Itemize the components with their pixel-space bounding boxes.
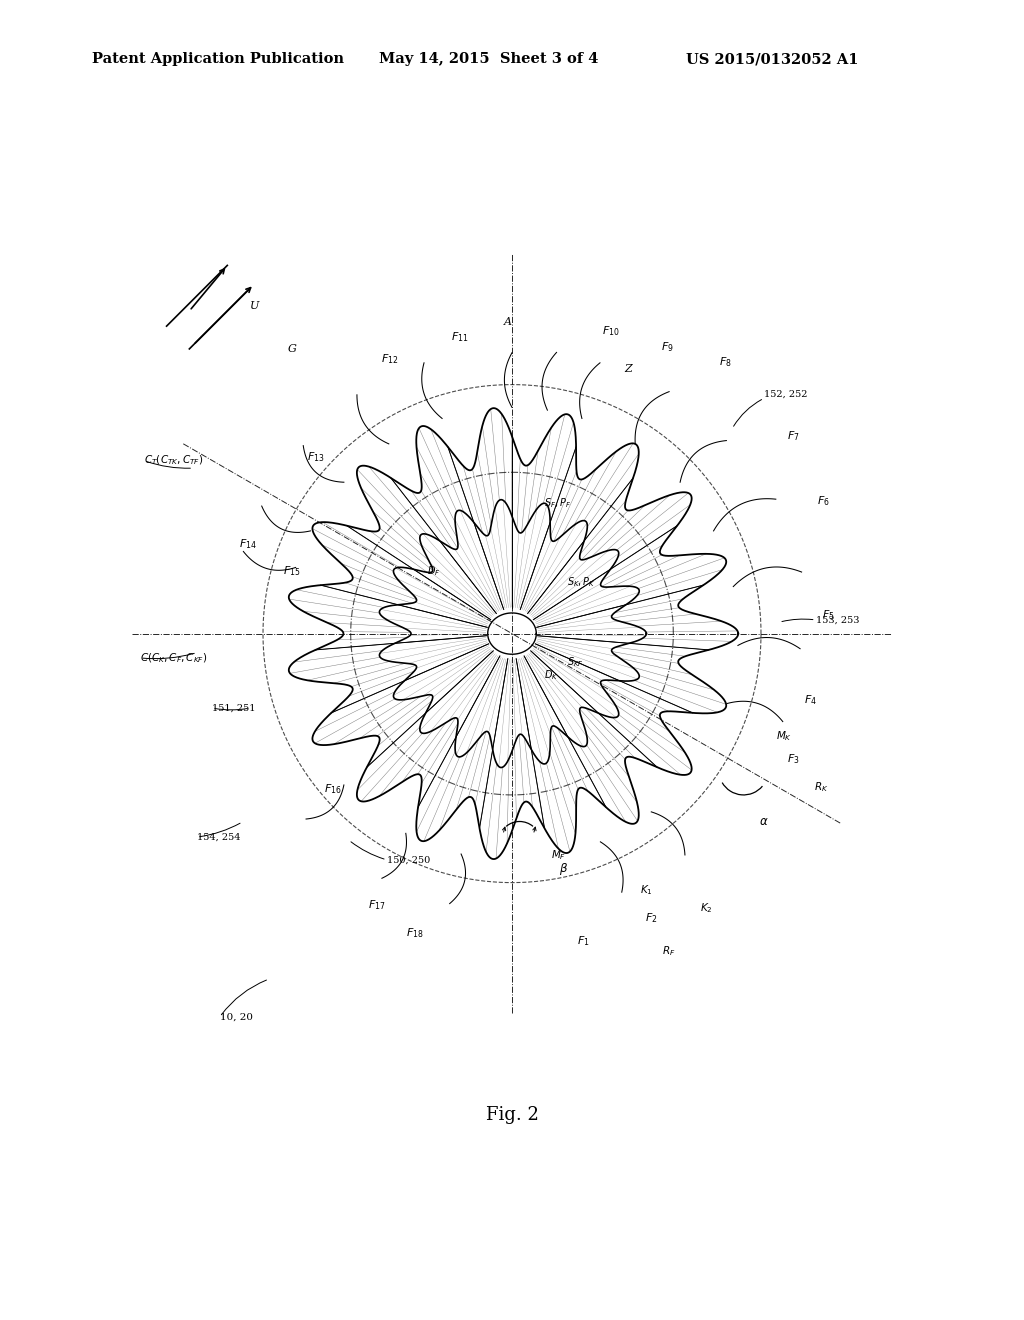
Text: $D_K$: $D_K$ [544, 668, 558, 682]
Text: Fig. 2: Fig. 2 [485, 1106, 539, 1125]
Text: $R_F$: $R_F$ [663, 944, 676, 958]
Text: U: U [250, 301, 259, 310]
Text: A: A [504, 317, 512, 327]
Text: $K_2$: $K_2$ [700, 902, 713, 915]
Text: $M_F$: $M_F$ [552, 849, 566, 862]
Text: $C(C_K, C_F, C_{KF})$: $C(C_K, C_F, C_{KF})$ [140, 651, 208, 665]
Text: $F_{4}$: $F_{4}$ [804, 693, 817, 708]
Text: $F_{16}$: $F_{16}$ [324, 783, 341, 796]
Text: $F_{8}$: $F_{8}$ [719, 355, 732, 368]
Text: G: G [288, 345, 297, 354]
Text: 154, 254: 154, 254 [197, 833, 241, 842]
Text: $R_K$: $R_K$ [814, 780, 828, 793]
Text: $\beta$: $\beta$ [559, 861, 568, 876]
Text: 150, 250: 150, 250 [387, 855, 430, 865]
Text: $K_1$: $K_1$ [640, 883, 652, 898]
Text: May 14, 2015  Sheet 3 of 4: May 14, 2015 Sheet 3 of 4 [379, 53, 598, 66]
Text: $F_{12}$: $F_{12}$ [381, 352, 399, 366]
Text: $F_{10}$: $F_{10}$ [601, 325, 620, 338]
Text: Patent Application Publication: Patent Application Publication [92, 53, 344, 66]
Text: $F_{5}$: $F_{5}$ [821, 607, 835, 622]
Text: $F_{15}$: $F_{15}$ [283, 565, 300, 578]
Text: $F_{9}$: $F_{9}$ [660, 339, 674, 354]
Text: US 2015/0132052 A1: US 2015/0132052 A1 [686, 53, 858, 66]
Text: $F_{2}$: $F_{2}$ [645, 911, 657, 925]
Text: $F_{17}$: $F_{17}$ [368, 899, 385, 912]
Text: $F_{1}$: $F_{1}$ [577, 935, 589, 948]
Text: $F_{7}$: $F_{7}$ [786, 429, 800, 444]
Text: $D_F$: $D_F$ [427, 565, 440, 578]
Text: 10, 20: 10, 20 [220, 1012, 253, 1022]
Text: $S_F, P_F$: $S_F, P_F$ [544, 496, 571, 510]
Text: $F_{18}$: $F_{18}$ [406, 927, 424, 940]
Text: $F_{13}$: $F_{13}$ [307, 450, 325, 465]
Text: $F_{3}$: $F_{3}$ [786, 752, 800, 766]
Text: $S_K, P_K$: $S_K, P_K$ [566, 576, 595, 589]
Text: $S_{KF}$: $S_{KF}$ [566, 656, 584, 669]
Text: $F_{11}$: $F_{11}$ [452, 330, 469, 345]
Text: Z: Z [625, 364, 632, 375]
Text: $C_T(C_{TK}, C_{TF})$: $C_T(C_{TK}, C_{TF})$ [143, 454, 203, 467]
Text: $F_{6}$: $F_{6}$ [817, 494, 830, 508]
Text: 151, 251: 151, 251 [212, 704, 256, 713]
Text: 153, 253: 153, 253 [816, 615, 859, 624]
Text: $F_{14}$: $F_{14}$ [239, 537, 257, 550]
Text: 152, 252: 152, 252 [764, 389, 808, 399]
Text: $M_K$: $M_K$ [776, 729, 793, 743]
Text: $\alpha$: $\alpha$ [759, 816, 768, 829]
